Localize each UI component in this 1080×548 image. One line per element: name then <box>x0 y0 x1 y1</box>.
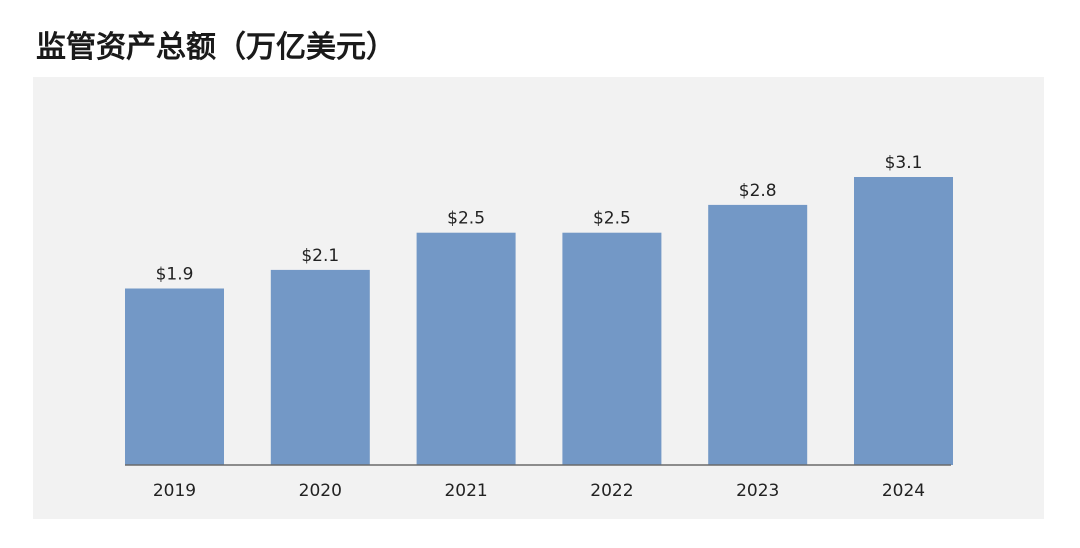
x-tick-label-2022: 2022 <box>590 481 633 501</box>
bar-2021 <box>416 232 516 465</box>
bar-2019 <box>125 288 224 465</box>
bar-2022 <box>562 232 662 465</box>
value-label-2023: $2.8 <box>739 181 777 201</box>
x-tick-label-2020: 2020 <box>299 481 342 501</box>
value-label-2024: $3.1 <box>885 153 923 173</box>
x-tick-label-2019: 2019 <box>153 481 196 501</box>
value-label-2022: $2.5 <box>593 209 631 229</box>
x-tick-label-2024: 2024 <box>882 481 925 501</box>
bar-2020 <box>270 269 370 465</box>
x-tick-labels-group: 2019 2020 2021 2022 2023 2024 <box>153 481 925 501</box>
chart-title: 监管资产总额（万亿美元） <box>36 30 396 65</box>
value-label-2019: $1.9 <box>156 265 194 285</box>
x-tick-label-2021: 2021 <box>444 481 487 501</box>
x-tick-label-2023: 2023 <box>736 481 779 501</box>
value-label-2020: $2.1 <box>301 246 339 266</box>
bars-group <box>125 177 953 465</box>
bar-2023 <box>708 204 808 465</box>
bar-2024 <box>854 177 953 465</box>
value-labels-group: $1.9 $2.1 $2.5 $2.5 $2.8 $3.1 <box>156 153 923 285</box>
value-label-2021: $2.5 <box>447 209 485 229</box>
